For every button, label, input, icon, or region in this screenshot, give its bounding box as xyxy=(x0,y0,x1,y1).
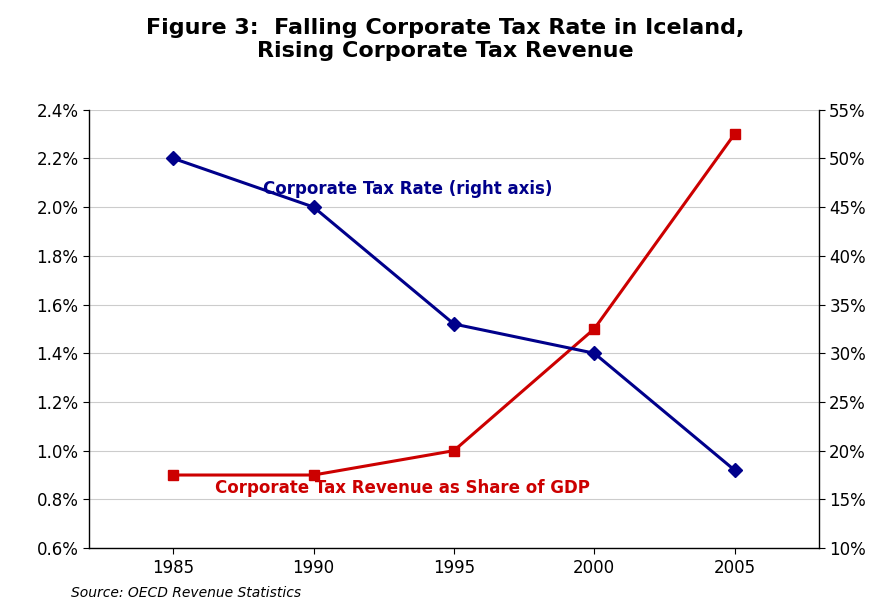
Text: Corporate Tax Rate (right axis): Corporate Tax Rate (right axis) xyxy=(263,180,553,198)
Text: Corporate Tax Revenue as Share of GDP: Corporate Tax Revenue as Share of GDP xyxy=(215,479,590,498)
Text: Source: OECD Revenue Statistics: Source: OECD Revenue Statistics xyxy=(71,586,302,600)
Text: Figure 3:  Falling Corporate Tax Rate in Iceland,
Rising Corporate Tax Revenue: Figure 3: Falling Corporate Tax Rate in … xyxy=(146,18,744,62)
